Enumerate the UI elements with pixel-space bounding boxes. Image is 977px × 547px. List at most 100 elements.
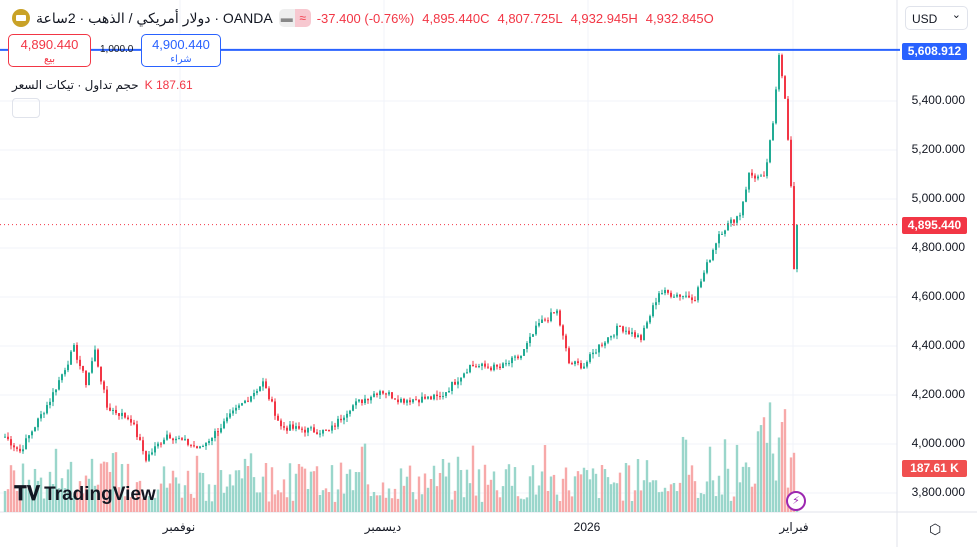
candle (433, 394, 435, 400)
volume-bar (489, 479, 493, 512)
candle (601, 344, 603, 346)
candle (685, 295, 687, 297)
volume-bar (672, 482, 676, 512)
buy-button[interactable]: 4,900.440 شراء (141, 34, 221, 67)
candle (319, 433, 321, 435)
candle (484, 363, 486, 367)
volume-bar (183, 485, 187, 512)
settings-icon[interactable]: ⬡ (929, 521, 942, 537)
symbol-title[interactable]: دولار أمريكي / الذهب · 2ساعة · OANDA (36, 9, 273, 26)
candle (64, 370, 66, 375)
candle (379, 391, 381, 396)
candle (751, 172, 753, 176)
volume-bar (759, 425, 763, 512)
y-tick-label: 4,600.000 (911, 289, 965, 303)
candle (178, 438, 180, 440)
candle (355, 401, 357, 406)
candle (238, 405, 240, 408)
candle (385, 393, 387, 395)
candle (592, 352, 594, 355)
candle (166, 434, 168, 440)
volume-bar (165, 487, 169, 512)
candle (742, 201, 744, 216)
volume-bar (3, 490, 7, 512)
candle (556, 310, 558, 314)
volume-bar (237, 470, 241, 512)
volume-bar (543, 445, 547, 512)
volume-bar (783, 409, 787, 512)
volume-bar (252, 477, 256, 512)
volume-bar (186, 470, 190, 512)
candle (151, 452, 153, 455)
volume-bar (159, 483, 163, 512)
volume-bar (90, 458, 94, 512)
candle (442, 395, 444, 397)
collapse-legend-button[interactable] (12, 98, 40, 118)
volume-bar (294, 473, 298, 512)
candle (454, 381, 456, 385)
candle (376, 393, 378, 396)
volume-bar (666, 491, 670, 512)
volume-bar (699, 493, 703, 512)
volume-bar (522, 499, 526, 512)
volume-bar (585, 470, 589, 512)
candle (391, 392, 393, 399)
volume-bar (753, 483, 757, 512)
volume-bar (495, 490, 499, 512)
volume-bar (342, 493, 346, 512)
volume-bar (729, 500, 733, 512)
mode-toggle[interactable]: ▬ ≈ (278, 9, 311, 27)
candle (85, 370, 87, 386)
candle (388, 392, 390, 395)
candle (184, 438, 186, 440)
sell-button[interactable]: 4,890.440 بيع (8, 34, 91, 67)
candle (622, 326, 624, 332)
volume-bar (675, 491, 679, 512)
candle (493, 364, 495, 371)
candle (448, 391, 450, 393)
volume-bar (363, 443, 367, 512)
volume-bar (450, 499, 454, 512)
volume-bar (441, 459, 445, 512)
volume-bar (645, 460, 649, 512)
candle (223, 421, 225, 429)
candle (655, 302, 657, 306)
candle (43, 413, 45, 415)
candle (538, 322, 540, 326)
volume-bar (555, 494, 559, 512)
quantity-field[interactable]: 1,000.0 (100, 44, 134, 55)
volume-bar (411, 492, 415, 512)
candle (709, 260, 711, 263)
candle (103, 381, 105, 390)
candle (523, 349, 525, 356)
volume-bar (57, 488, 61, 512)
candle (763, 175, 765, 177)
volume-bar (249, 453, 253, 512)
volume-bar (573, 476, 577, 512)
volume-bar (12, 470, 16, 512)
lightning-icon[interactable]: ⚡ (786, 491, 806, 511)
candle (598, 344, 600, 353)
minus-icon[interactable]: ▬ (278, 9, 295, 27)
volume-bar (636, 459, 640, 512)
candle (220, 428, 222, 433)
high-value: 4,932.945H (570, 10, 638, 26)
candle (721, 233, 723, 235)
volume-bar (39, 477, 43, 512)
currency-select[interactable]: USD (905, 6, 968, 30)
candle (520, 355, 522, 359)
candle (565, 335, 567, 349)
volume-bar (408, 465, 412, 512)
volume-bar (75, 489, 79, 512)
candle (337, 418, 339, 427)
volume-bar (612, 482, 616, 512)
approx-icon[interactable]: ≈ (294, 9, 311, 27)
volume-bar (168, 483, 172, 512)
tradingview-logo[interactable]: 𝐓𝐕 TradingView (14, 483, 156, 505)
volume-bar (399, 468, 403, 512)
volume-bar (150, 497, 154, 512)
volume-bar (609, 484, 613, 512)
candle (634, 332, 636, 338)
volume-bar (42, 498, 46, 512)
